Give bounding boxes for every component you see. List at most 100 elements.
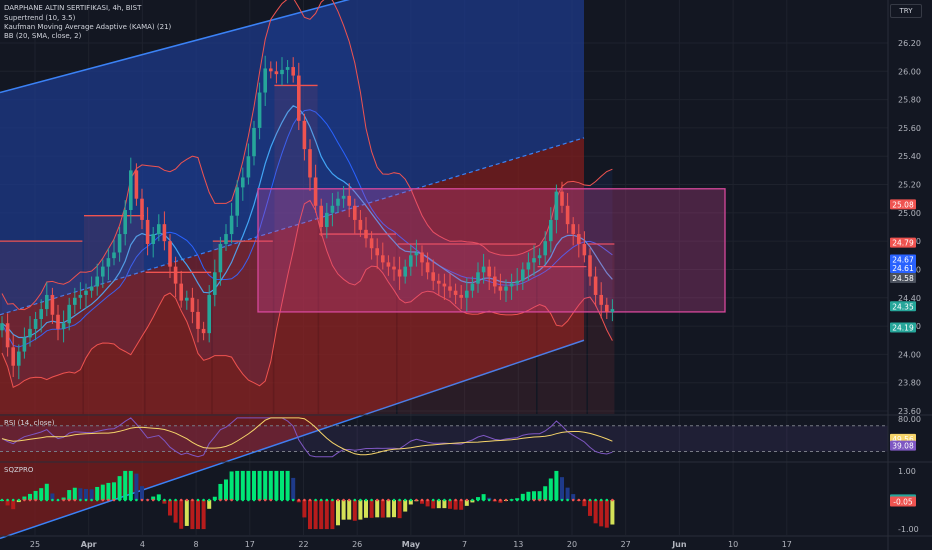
candle-body [246,156,251,178]
sqz-dot [555,498,558,502]
candle-body [459,294,463,298]
candle-body [11,347,15,366]
sqz-dot [39,498,43,502]
candle-body [325,212,329,227]
sqz-dot [191,498,194,502]
sqz-dot [359,498,362,502]
sqz-bar [179,500,184,529]
candle-body [67,304,71,324]
sqz-dot [308,498,312,502]
candle-body [252,127,256,157]
sqz-dot [387,498,390,502]
candle-body [39,309,43,319]
candle-body [84,290,88,295]
rsi-line [1,417,613,458]
sqz-dot [415,498,418,502]
sqz-dot [23,498,26,502]
currency-button[interactable]: TRY [890,4,922,18]
candle-body [481,266,486,273]
candle-body [375,248,379,256]
sqz-dot [437,498,441,502]
sqz-bar [212,496,217,500]
sqz-dot [34,498,37,502]
candle-body [605,304,609,312]
sqz-bar [134,473,139,500]
sqz-dot [549,498,553,502]
sqz-bar [67,490,72,500]
rsi-band [0,425,888,452]
sqz-dot [151,498,155,502]
candle-body [179,283,183,301]
symbol-title: DARPHANE ALTIN SERTIFIKASI, 4h, BIST [4,4,142,12]
candle-body [280,69,284,75]
sqz-bar [313,500,318,530]
candle-body [532,258,536,263]
price-label-badge [890,440,916,451]
sqz-dot [291,498,295,502]
sqz-dot [163,498,166,502]
sqz-dot [381,498,385,502]
candle-body [610,309,615,312]
candle-body [582,243,587,256]
squeeze-pane [0,461,932,530]
sqz-bar [84,488,88,500]
sqz-bar [224,479,228,500]
sqz-dot [297,498,301,502]
bb-upper-line [1,0,613,311]
sqz-bar [369,500,374,518]
candle-body [112,252,116,259]
sqz-dot [62,498,65,502]
candle-body [168,241,172,267]
sqz-dot [241,498,245,502]
sqz-bar [364,500,368,518]
candle-body [577,234,581,244]
sqz-bar [476,497,480,500]
candle-body [509,283,514,287]
sqz-bar [285,470,290,500]
candle-body [397,269,402,277]
channel-lower-line [0,339,585,540]
price-label-badge [890,199,916,210]
candle-body [123,210,127,235]
candle-body [218,243,223,273]
sqz-dot [577,498,581,502]
candle-body [241,177,245,188]
price-tick-label: 24.00 [898,350,921,359]
candle-body [330,205,335,213]
sqz-dot [107,498,110,502]
bb-fill [2,0,613,388]
time-tick-label: 22 [298,540,308,549]
sqz-dot [319,498,323,502]
sqz-bar [196,500,200,530]
candle-body [145,219,150,244]
candle-body [0,323,4,331]
sqz-bar [207,500,212,509]
price-label-badge [890,237,916,248]
sqz-bar [72,487,77,500]
sqz-bar [246,470,251,500]
candle-body [392,266,396,270]
price-label-text: 24.79 [892,239,914,248]
time-tick-label: 17 [782,540,792,549]
candle-body [257,92,262,128]
sqz-dot [403,498,407,502]
price-label-badge [890,301,916,312]
candle-body [28,328,32,338]
highlight-rectangle[interactable] [257,188,726,313]
sqz-dot [583,498,586,502]
candle-body [498,286,503,291]
sqz-bar [341,500,346,520]
sqz-dot [443,498,446,502]
sqz-tick-label: -1.00 [898,525,919,534]
supertrend-fill [537,266,587,414]
time-tick-label: 20 [567,540,577,549]
sqz-bar [78,488,83,500]
candle-body [162,224,167,242]
sqz-bar [543,486,548,500]
candle-body [185,297,189,301]
candlesticks [0,55,615,380]
candle-body [336,198,340,206]
sqz-dot [375,498,379,502]
rsi-pane-label: RSI (14, close) [4,419,55,427]
